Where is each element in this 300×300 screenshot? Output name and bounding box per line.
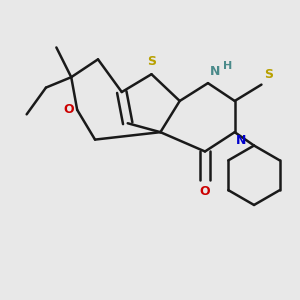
Text: O: O bbox=[200, 185, 210, 198]
Text: N: N bbox=[210, 65, 221, 78]
Text: S: S bbox=[147, 55, 156, 68]
Text: N: N bbox=[236, 134, 247, 147]
Text: S: S bbox=[264, 68, 273, 81]
Text: O: O bbox=[63, 103, 74, 116]
Text: H: H bbox=[224, 61, 233, 71]
